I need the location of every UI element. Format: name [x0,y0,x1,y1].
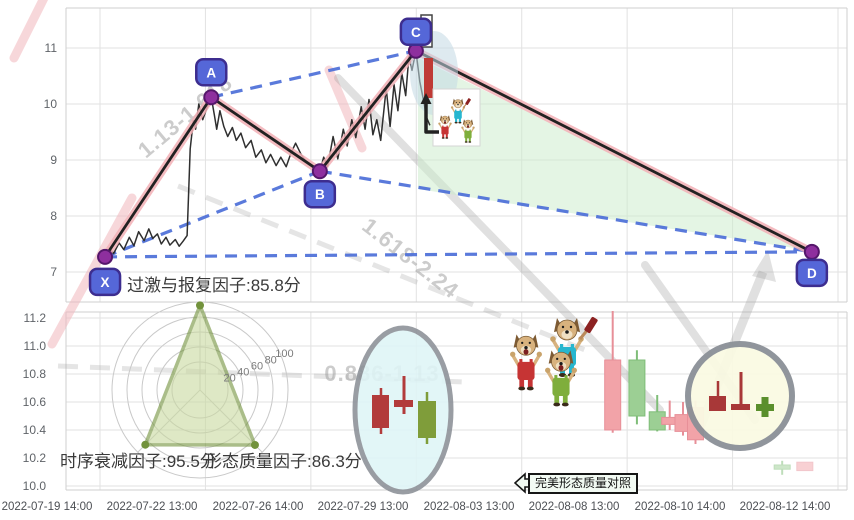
pattern-point-badge-d[interactable]: D [795,258,829,288]
x-axis-label: 2022-08-03 13:00 [423,501,515,513]
mascot-group-small [438,98,475,143]
radar-ring-label: 100 [275,348,293,360]
pattern-point-badge-a[interactable]: A [195,58,228,87]
left-arrow-icon [514,472,529,494]
radar-ring-label: 80 [265,354,277,366]
candle-body [604,359,622,431]
x-axis-label: 2022-08-10 14:00 [634,501,726,513]
radar-ring-label: 40 [237,367,249,379]
radar-vertex-dot [141,440,150,449]
perfect-quality-callout: 完美形态质量对照 [514,472,639,494]
candle [796,461,814,472]
elbow-arrow-head [420,93,432,104]
candle [604,311,622,433]
x-axis-label: 2022-07-22 13:00 [106,501,198,513]
perfect-quality-callout-label: 完美形态质量对照 [528,472,639,494]
dashed-reference-line-bd [319,169,813,254]
watermark-pink-line [9,0,49,63]
svg-text:A: A [206,65,216,80]
watermark-gray-line [334,74,664,414]
example-red-candle2-body [709,396,726,411]
pattern-point-dot-a [203,89,220,106]
candle-body [796,461,814,472]
pattern-leg-xa [103,95,213,259]
candle [773,460,791,475]
example-green-plus-v [761,397,769,417]
price-line [104,50,431,258]
pattern-leg-bc [318,49,418,173]
pattern-point-badge-b[interactable]: B [303,179,337,209]
pattern-point-dot-b [311,163,328,180]
x-axis-label: 2022-07-29 13:00 [317,501,409,513]
svg-text:X: X [101,275,110,290]
candle [628,350,646,425]
dashed-reference-line-ac [210,49,417,99]
sub-y-tick-label: 11.2 [23,311,46,325]
svg-text:B: B [315,187,325,202]
dog-mascot-red [510,334,542,391]
sub-y-tick-label: 11.0 [23,339,46,353]
main-chart-content [101,14,816,261]
radar-ring-label: 20 [223,373,235,385]
quality-factor-text: 形态质量因子:86.3分 [205,452,362,471]
sub-y-tick-label: 10.4 [22,423,46,437]
x-axis-label: 2022-07-26 14:00 [212,501,304,513]
pattern-point-dot-x [97,248,114,265]
time-decay-factor-text: 时序衰减因子:95.5分 [60,452,217,471]
svg-text:C: C [411,25,421,40]
pattern-leg-ab [209,95,322,173]
main-y-tick-label: 10 [43,97,57,111]
pattern-point-dot-d [803,243,820,260]
dog-mascot-green-small [461,119,475,143]
radar-ring-label: 60 [251,360,263,372]
ratio-label-bc: 1.618-2.24 [358,213,464,304]
sub-y-tick-label: 10.0 [22,479,46,493]
main-y-tick-label: 8 [50,209,57,223]
dashed-reference-line-xd [105,250,812,259]
sub-y-tick-label: 10.6 [22,395,46,409]
subchart-content [352,311,814,495]
svg-text:D: D [807,266,817,281]
watermark-arrow-head [752,250,776,282]
pattern-leg-cd [414,49,814,254]
main-y-tick-label: 9 [50,153,57,167]
radar-vertex-dot [196,301,204,310]
overreaction-factor-text: 过激与报复因子:85.8分 [127,276,301,295]
hammer-icon [465,98,471,105]
pattern-point-badge-x[interactable]: X [88,267,122,297]
radar-vertex-dot [250,440,259,449]
pattern-point-markers: X A B C D [88,17,829,297]
pattern-point-badge-c[interactable]: C [399,17,433,47]
dog-mascot-green [545,350,577,407]
example-red-candle-body [372,395,389,428]
c-point-red-candle [424,58,433,98]
sub-y-tick-label: 10.2 [22,451,46,465]
example-red-doji-body [394,400,413,407]
dog-mascot-red-small [438,115,452,139]
x-axis-label: 2022-07-19 14:00 [1,501,93,513]
perfect-pattern-examples [352,325,795,495]
main-y-tick-label: 7 [50,265,57,279]
example-green-candle-body [418,401,436,438]
x-axis-label: 2022-08-12 14:00 [739,501,831,513]
hammer-icon [584,316,598,334]
example-inverted-hammer-body [731,404,750,410]
sub-y-tick-label: 10.8 [22,367,46,381]
x-axis-label: 2022-08-08 13:00 [528,501,620,513]
elbow-arrow [424,101,439,134]
radar-polygon [143,303,257,447]
mascot-group-large [510,316,598,407]
candle-body [628,359,646,417]
main-y-tick-label: 11 [44,41,57,55]
candle-body [773,464,791,470]
dog-mascot-cyan-hammer-small [450,98,471,124]
watermark-gray-dashed-line [177,183,591,355]
